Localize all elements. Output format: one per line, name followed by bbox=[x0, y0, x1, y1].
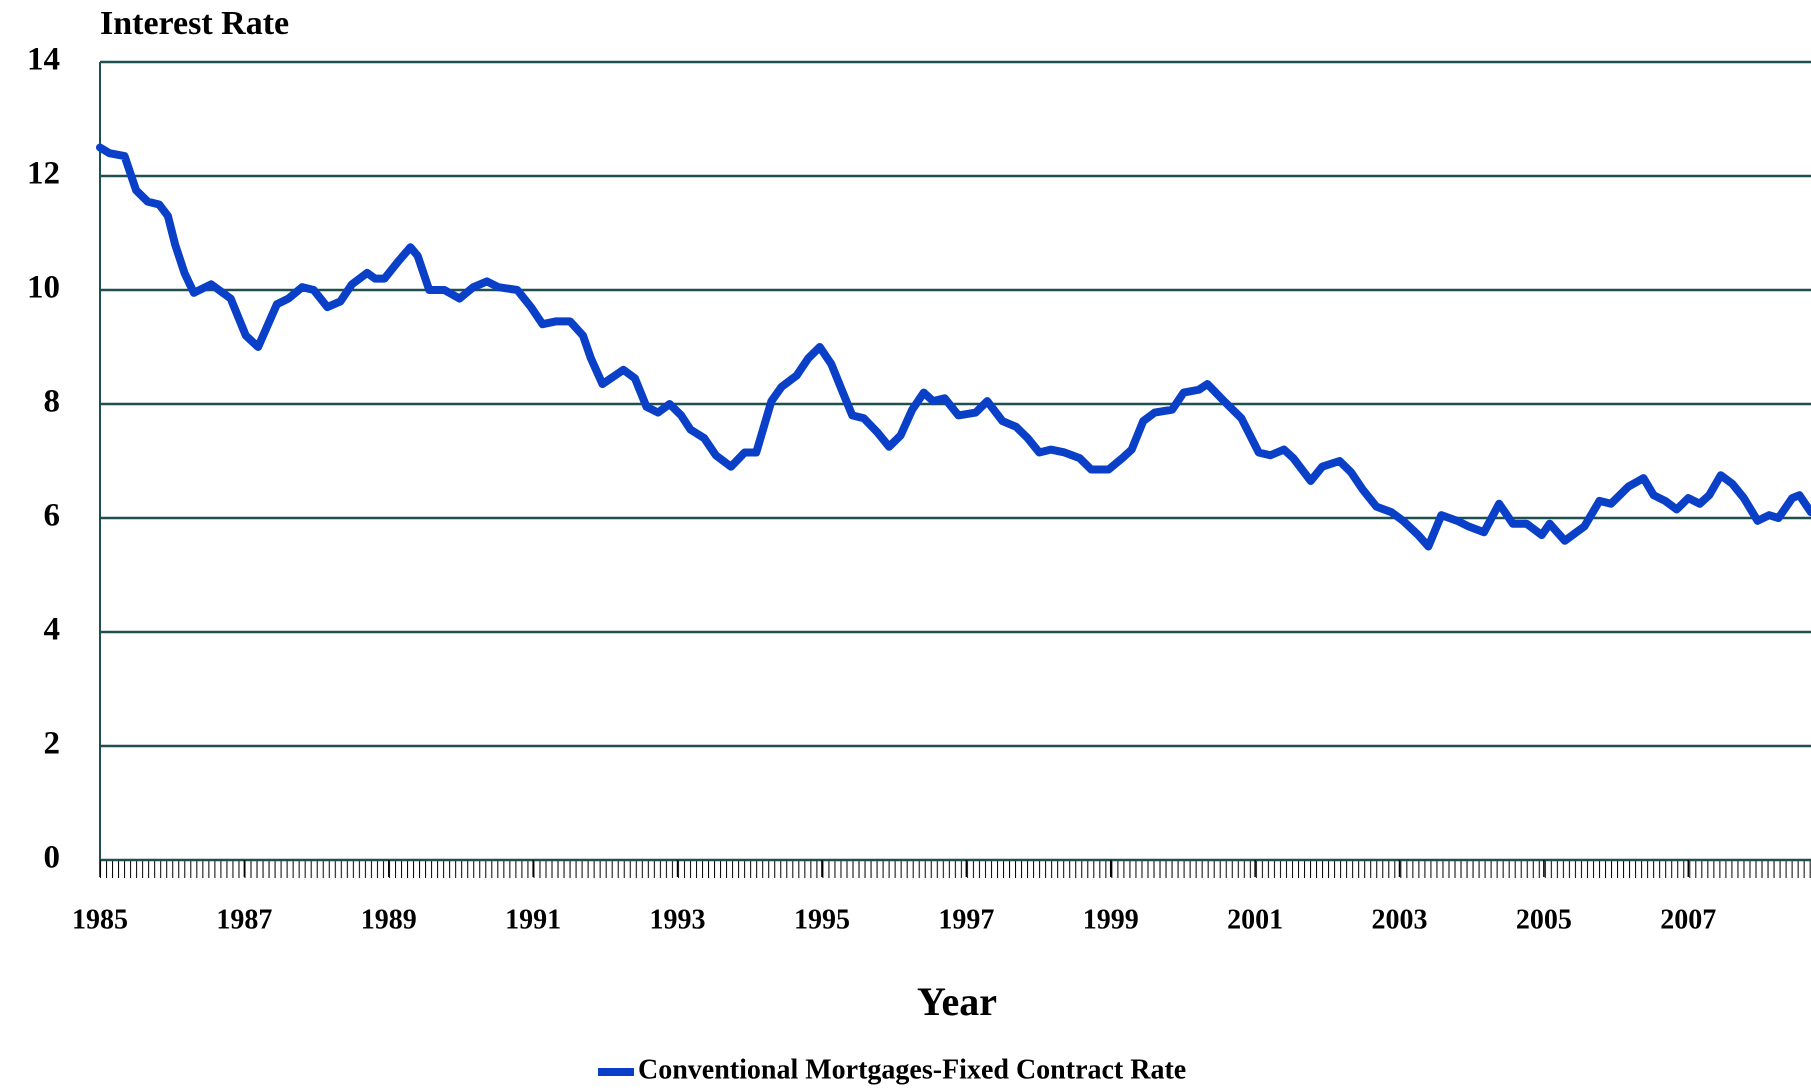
y-tick-label: 2 bbox=[44, 726, 61, 762]
x-tick-label: 1989 bbox=[361, 904, 417, 935]
y-tick-label: 12 bbox=[27, 156, 60, 192]
y-tick-label: 8 bbox=[44, 384, 61, 420]
x-tick-label: 1993 bbox=[650, 904, 706, 935]
x-tick-label: 1985 bbox=[72, 904, 128, 935]
x-tick-label: 2001 bbox=[1227, 904, 1283, 935]
x-tick-label: 2005 bbox=[1516, 904, 1572, 935]
x-tick-label: 2007 bbox=[1660, 904, 1716, 935]
y-axis-title: Interest Rate bbox=[100, 5, 289, 42]
x-tick-label: 1987 bbox=[216, 904, 272, 935]
legend-swatch bbox=[598, 1068, 634, 1076]
legend-label: Conventional Mortgages-Fixed Contract Ra… bbox=[638, 1054, 1186, 1085]
x-tick-label: 1997 bbox=[938, 904, 994, 935]
minor-ticks bbox=[100, 861, 1811, 878]
y-tick-label: 14 bbox=[27, 42, 60, 78]
y-tick-label: 10 bbox=[27, 270, 60, 306]
y-tick-label: 6 bbox=[44, 498, 61, 534]
x-tick-label: 1995 bbox=[794, 904, 850, 935]
x-tick-label: 2003 bbox=[1371, 904, 1427, 935]
x-tick-label: 1991 bbox=[505, 904, 561, 935]
x-tick-label: 1999 bbox=[1083, 904, 1139, 935]
x-axis-title: Year bbox=[917, 979, 997, 1024]
y-tick-label: 4 bbox=[44, 612, 61, 648]
series-line bbox=[96, 143, 1811, 551]
y-tick-label: 0 bbox=[44, 840, 61, 876]
